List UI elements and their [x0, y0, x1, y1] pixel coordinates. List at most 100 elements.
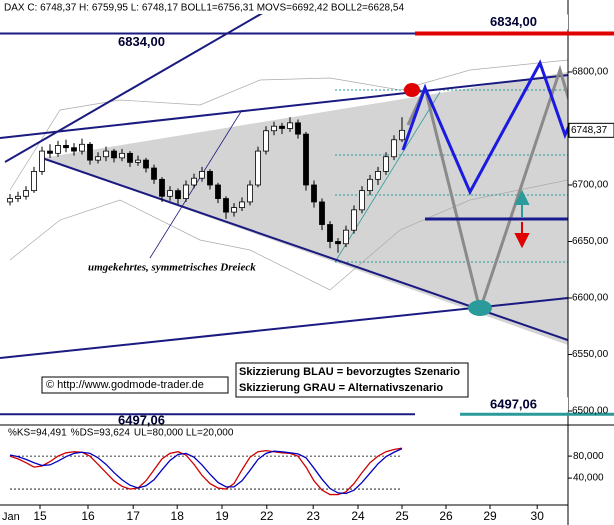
candle-body: [327, 224, 333, 242]
candle-body: [279, 125, 285, 129]
candle-body: [231, 207, 237, 213]
candle-body: [191, 177, 197, 186]
arrow-up: [514, 189, 530, 217]
candle-body: [95, 156, 101, 161]
candle-body: [263, 130, 269, 152]
x-tick-label: 25: [395, 509, 409, 523]
x-tick-label: 16: [81, 509, 95, 523]
candle-body: [311, 184, 317, 203]
level-label: 6497,06: [118, 413, 165, 428]
month-label: Jan: [2, 511, 20, 523]
x-tick-label: 18: [171, 509, 185, 523]
candle-body: [119, 152, 125, 159]
candle-body: [103, 150, 109, 158]
fan-line: [334, 91, 441, 263]
osc-tick-label: 40,000: [573, 473, 604, 484]
candle-body: [287, 122, 293, 129]
candle-body: [183, 184, 189, 199]
legend-blue: Skizzierung BLAU = bevorzugtes Szenario: [239, 366, 460, 378]
candle-body: [63, 145, 69, 149]
y-tick-label: 6500,00: [572, 406, 609, 417]
osc-label: %DS=93,624: [71, 428, 131, 439]
candle-body: [295, 122, 301, 135]
arrow-down: [514, 222, 530, 249]
candle-body: [303, 133, 309, 186]
candle-body: [143, 159, 149, 169]
copyright: © http://www.godmode-trader.de: [46, 379, 204, 391]
bollinger-lower: [9, 179, 569, 291]
level-label-right: 6497,06: [490, 397, 537, 412]
level-label-box: [476, 397, 568, 413]
x-tick-label: 22: [260, 509, 274, 523]
osc-line: [9, 447, 403, 496]
candle-body: [207, 171, 213, 186]
candles: [7, 117, 405, 253]
candle-body: [79, 143, 85, 152]
x-tick-label: 29: [483, 509, 497, 523]
candle-body: [215, 184, 221, 199]
candle-body: [127, 152, 133, 163]
level-label-right: 6834,00: [490, 14, 537, 29]
candle-body: [343, 229, 349, 245]
x-tick-label: 19: [215, 509, 229, 523]
osc-tick-label: 80,000: [573, 451, 604, 462]
candle-body: [375, 171, 381, 180]
candle-body: [239, 201, 245, 208]
legend-box: [235, 362, 469, 398]
osc-line: [9, 448, 403, 495]
upper-trendline: [0, 69, 614, 139]
x-tick-label: 17: [127, 509, 141, 523]
candle-body: [367, 178, 373, 192]
annotation: umgekehrtes, symmetrisches Dreieck: [88, 262, 256, 274]
candle-body: [247, 184, 253, 203]
candle-body: [383, 156, 389, 172]
uptrend-line: [4, 0, 286, 163]
candle-body: [223, 198, 229, 213]
candle-body: [151, 167, 157, 180]
marker-high: [404, 83, 420, 97]
y-tick-label: 6800,00: [572, 67, 609, 78]
level-label-box: [476, 14, 568, 30]
candle-body: [335, 241, 341, 245]
osc-label: UL=80,000 LL=20,000: [134, 428, 234, 439]
candle-body: [319, 201, 325, 225]
x-tick-label: 15: [33, 509, 47, 523]
candle-body: [399, 129, 405, 141]
lower-trendline: [41, 157, 614, 357]
candle-body: [359, 190, 365, 211]
last-price-box: [568, 122, 614, 138]
candle-body: [391, 139, 397, 158]
copyright-box: [41, 376, 229, 394]
y-tick-label: 6550,00: [572, 349, 609, 360]
legend-grey: Skizzierung GRAU = Alternativszenario: [239, 382, 443, 394]
candle-body: [39, 150, 45, 172]
marker-low: [468, 300, 492, 316]
candle-body: [15, 195, 21, 199]
candle-body: [111, 150, 117, 159]
axis-background: [568, 0, 614, 425]
candle-body: [199, 171, 205, 179]
level-label: 6834,00: [118, 34, 165, 49]
candle-body: [351, 209, 357, 231]
candle-body: [55, 145, 61, 154]
candle-body: [87, 143, 93, 161]
candle-body: [47, 150, 53, 154]
header-background: [0, 0, 438, 14]
y-tick-label: 6600,00: [572, 293, 609, 304]
header: DAX C: 6748,37 H: 6759,95 L: 6748,17 BOL…: [4, 3, 404, 14]
candle-body: [271, 125, 277, 132]
y-tick-label: 6650,00: [572, 236, 609, 247]
candle-body: [23, 190, 29, 197]
y-tick-label: 6700,00: [572, 180, 609, 191]
x-tick-label: 30: [531, 509, 545, 523]
candle-body: [175, 190, 181, 199]
osc-label: %KS=94,491: [8, 428, 67, 439]
x-tick-label: 26: [439, 509, 453, 523]
candle-body: [31, 171, 37, 192]
candle-body: [7, 198, 13, 203]
bollinger-upper: [9, 59, 569, 191]
candle-body: [159, 178, 165, 197]
candle-body: [167, 190, 173, 197]
candle-body: [135, 159, 141, 163]
